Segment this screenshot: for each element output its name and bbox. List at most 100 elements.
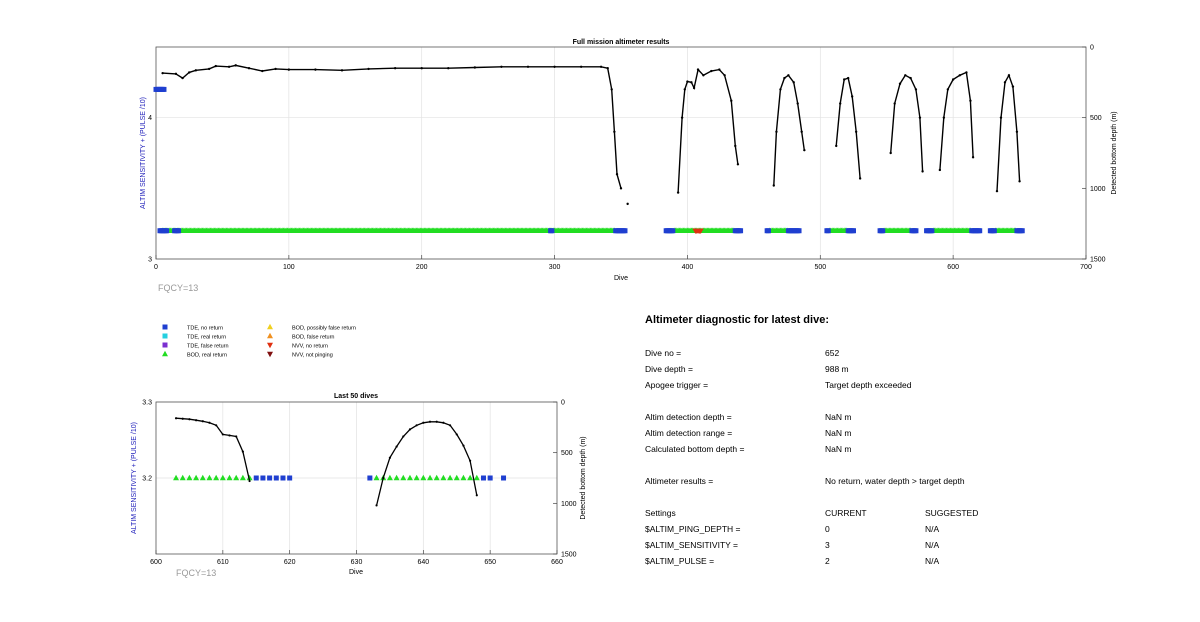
setting-current: 3	[825, 540, 830, 550]
calculated-depth-label: Calculated bottom depth =	[645, 444, 745, 454]
bottom-depth-point	[408, 428, 412, 431]
bottom-depth-point	[248, 479, 251, 483]
top-chart: Full mission altimeter results 0 100 200 30…	[140, 39, 1118, 293]
bod-real-return-marker	[440, 474, 447, 481]
bod-real-return-marker	[473, 474, 480, 481]
legend-label: BOD, false return	[292, 335, 335, 341]
bottom-depth-point	[676, 191, 680, 194]
bottom-chart-title: Last 50 dives	[334, 393, 378, 400]
bod-real-return-marker	[206, 474, 213, 481]
x-tick-label: 300	[549, 264, 561, 271]
bottom-depth-point	[854, 130, 858, 133]
legend-marker	[267, 323, 273, 330]
tde-no-return-marker	[480, 475, 486, 481]
bottom-depth-point	[606, 67, 609, 70]
detection-range-value: NaN m	[825, 428, 852, 438]
bottom-depth-point	[846, 76, 850, 80]
x-tick-label: 100	[283, 264, 295, 271]
bottom-depth-point	[526, 65, 530, 68]
tde-no-return-marker	[765, 228, 771, 234]
bottom-depth-point	[174, 417, 178, 420]
bod-real-return-marker	[246, 474, 253, 481]
tde-no-return-marker	[164, 228, 170, 234]
bottom-depth-line	[677, 68, 739, 193]
bottom-depth-point	[188, 418, 191, 421]
bottom-depth-point	[839, 102, 842, 105]
setting-suggested: N/A	[925, 524, 940, 534]
bottom-depth-point	[227, 65, 231, 68]
bottom-depth-point	[181, 417, 184, 420]
bottom-depth-point	[946, 88, 950, 91]
apogee-trigger-value: Target depth exceeded	[825, 380, 912, 390]
bottom-depth-point	[914, 88, 918, 91]
bottom-depth-point	[692, 86, 696, 90]
x-tick-label: 610	[217, 559, 229, 566]
bottom-depth-point	[228, 434, 231, 437]
x-tick-label: 0	[154, 264, 158, 271]
tde-no-return-marker	[913, 228, 919, 234]
legend-marker	[162, 350, 168, 357]
bottom-depth-point	[215, 424, 218, 427]
legend-label: TDE, no return	[187, 326, 223, 332]
x-tick-label: 600	[947, 264, 959, 271]
bottom-depth-point	[835, 144, 838, 148]
bottom-depth-point	[375, 504, 378, 507]
bottom-depth-point	[402, 435, 405, 438]
top-y-right-label: Detected bottom depth (m)	[1111, 111, 1118, 194]
bottom-depth-point	[610, 88, 613, 91]
tde-no-return-marker	[670, 228, 676, 234]
tde-no-return-marker	[738, 228, 744, 234]
x-tick-label: 650	[484, 559, 496, 566]
y-left-tick-label: 3.2	[142, 476, 152, 483]
bottom-depth-point	[680, 116, 684, 119]
bod-real-return-marker	[400, 474, 407, 481]
bottom-depth-point	[792, 81, 795, 84]
setting-current: 2	[825, 556, 830, 566]
x-tick-label: 660	[551, 559, 563, 566]
bottom-depth-point	[904, 74, 907, 77]
bottom-depth-point	[800, 130, 803, 133]
setting-name: $ALTIM_PING_DEPTH =	[645, 524, 741, 534]
bottom-depth-point	[734, 144, 737, 148]
bottom-depth-point	[686, 80, 689, 83]
detection-depth-label: Altim detection depth =	[645, 412, 732, 422]
bottom-depth-point	[208, 421, 211, 424]
tde-no-return-marker	[273, 475, 279, 481]
dive-depth-label: Dive depth =	[645, 364, 693, 374]
y-right-tick-label: 0	[1090, 45, 1094, 52]
dive-no-label: Dive no =	[645, 348, 682, 358]
bottom-depth-point	[1007, 74, 1011, 77]
bottom-depth-point	[893, 102, 896, 105]
bottom-depth-point	[965, 71, 968, 74]
legend-marker	[162, 342, 168, 348]
legend-marker	[162, 333, 168, 339]
bottom-depth-point	[723, 74, 726, 77]
bottom-depth-point	[710, 69, 713, 73]
x-tick-label: 400	[682, 264, 694, 271]
bottom-x-axis-label: Dive	[349, 569, 363, 576]
tde-no-return-marker	[260, 475, 266, 481]
bottom-depth-point	[909, 76, 912, 80]
bottom-depth-point	[448, 424, 452, 427]
bod-real-return-marker	[460, 474, 467, 481]
bottom-depth-point	[696, 68, 700, 71]
legend-label: BOD, possibly false return	[292, 326, 356, 332]
bod-real-return-marker	[427, 474, 434, 481]
bottom-depth-point	[999, 116, 1003, 119]
bottom-depth-point	[613, 130, 616, 133]
bottom-depth-point	[969, 99, 972, 102]
setting-suggested: N/A	[925, 556, 940, 566]
bottom-depth-line	[939, 71, 974, 171]
bottom-depth-point	[201, 420, 204, 423]
bottom-depth-point	[971, 156, 975, 159]
bottom-depth-point	[447, 67, 450, 70]
y-right-tick-label: 500	[1090, 115, 1102, 122]
top-x-axis-label: Dive	[614, 275, 628, 282]
legend-label: TDE, real return	[187, 335, 226, 341]
bod-real-return-marker	[186, 474, 193, 481]
top-plot-frame	[155, 46, 1087, 260]
bottom-depth-point	[553, 65, 556, 68]
tde-no-return-marker	[825, 228, 831, 234]
apogee-trigger-label: Apogee trigger =	[645, 380, 709, 390]
setting-name: $ALTIM_SENSITIVITY =	[645, 540, 738, 550]
